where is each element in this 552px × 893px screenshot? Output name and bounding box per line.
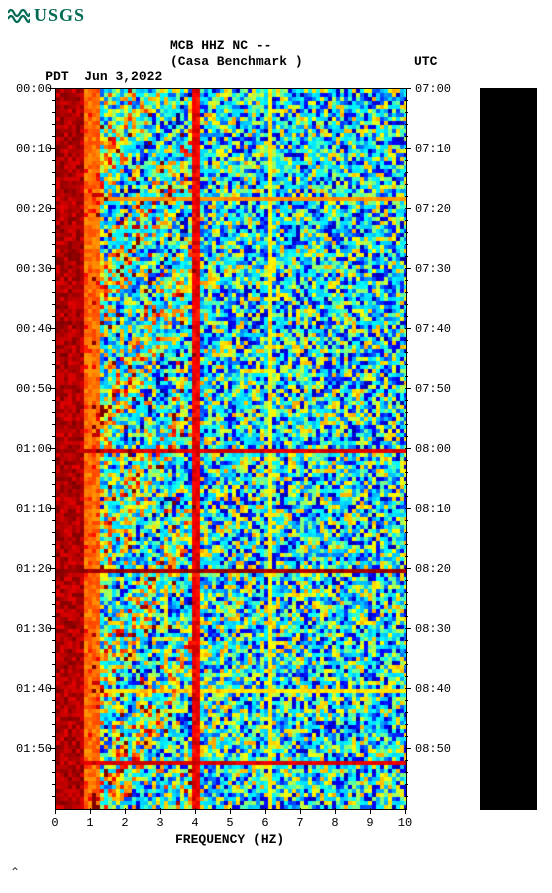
ytick-right: 07:10 [415, 142, 465, 156]
usgs-logo-text: USGS [34, 5, 85, 26]
ytick-left: 00:30 [2, 262, 52, 276]
caret-mark: ⌃ [10, 865, 20, 879]
ytick-left: 01:50 [2, 742, 52, 756]
xtick: 5 [226, 816, 233, 830]
ytick-right: 07:00 [415, 82, 465, 96]
xtick: 0 [51, 816, 58, 830]
xtick: 6 [261, 816, 268, 830]
site-line: (Casa Benchmark ) [170, 54, 303, 69]
ytick-left: 01:10 [2, 502, 52, 516]
date-text: Jun 3,2022 [84, 69, 162, 84]
ytick-left: 01:00 [2, 442, 52, 456]
ytick-right: 08:40 [415, 682, 465, 696]
xtick: 2 [121, 816, 128, 830]
xtick: 9 [366, 816, 373, 830]
spectrogram-plot [55, 88, 407, 810]
xtick: 4 [191, 816, 198, 830]
ytick-right: 08:10 [415, 502, 465, 516]
xtick: 10 [398, 816, 412, 830]
ytick-left: 01:20 [2, 562, 52, 576]
ytick-left: 00:50 [2, 382, 52, 396]
ytick-right: 07:30 [415, 262, 465, 276]
xtick: 3 [156, 816, 163, 830]
ytick-left: 01:40 [2, 682, 52, 696]
ytick-right: 08:30 [415, 622, 465, 636]
xtick: 7 [296, 816, 303, 830]
station-line: MCB HHZ NC -- [170, 38, 271, 53]
ytick-right: 08:50 [415, 742, 465, 756]
tz-right: UTC [414, 54, 437, 69]
page: USGS MCB HHZ NC -- PDT Jun 3,2022 (Casa … [0, 0, 552, 893]
ytick-left: 00:10 [2, 142, 52, 156]
wave-icon [8, 7, 30, 25]
ytick-right: 07:50 [415, 382, 465, 396]
ytick-left: 00:40 [2, 322, 52, 336]
xtick: 8 [331, 816, 338, 830]
ytick-right: 08:20 [415, 562, 465, 576]
spectrogram-canvas [56, 89, 406, 809]
ytick-left: 01:30 [2, 622, 52, 636]
xtick: 1 [86, 816, 93, 830]
ytick-right: 08:00 [415, 442, 465, 456]
colorbar-panel [480, 88, 537, 810]
x-axis-label: FREQUENCY (HZ) [175, 832, 284, 847]
ytick-left: 00:20 [2, 202, 52, 216]
ytick-left: 00:00 [2, 82, 52, 96]
ytick-right: 07:40 [415, 322, 465, 336]
usgs-logo: USGS [8, 5, 85, 26]
ytick-right: 07:20 [415, 202, 465, 216]
